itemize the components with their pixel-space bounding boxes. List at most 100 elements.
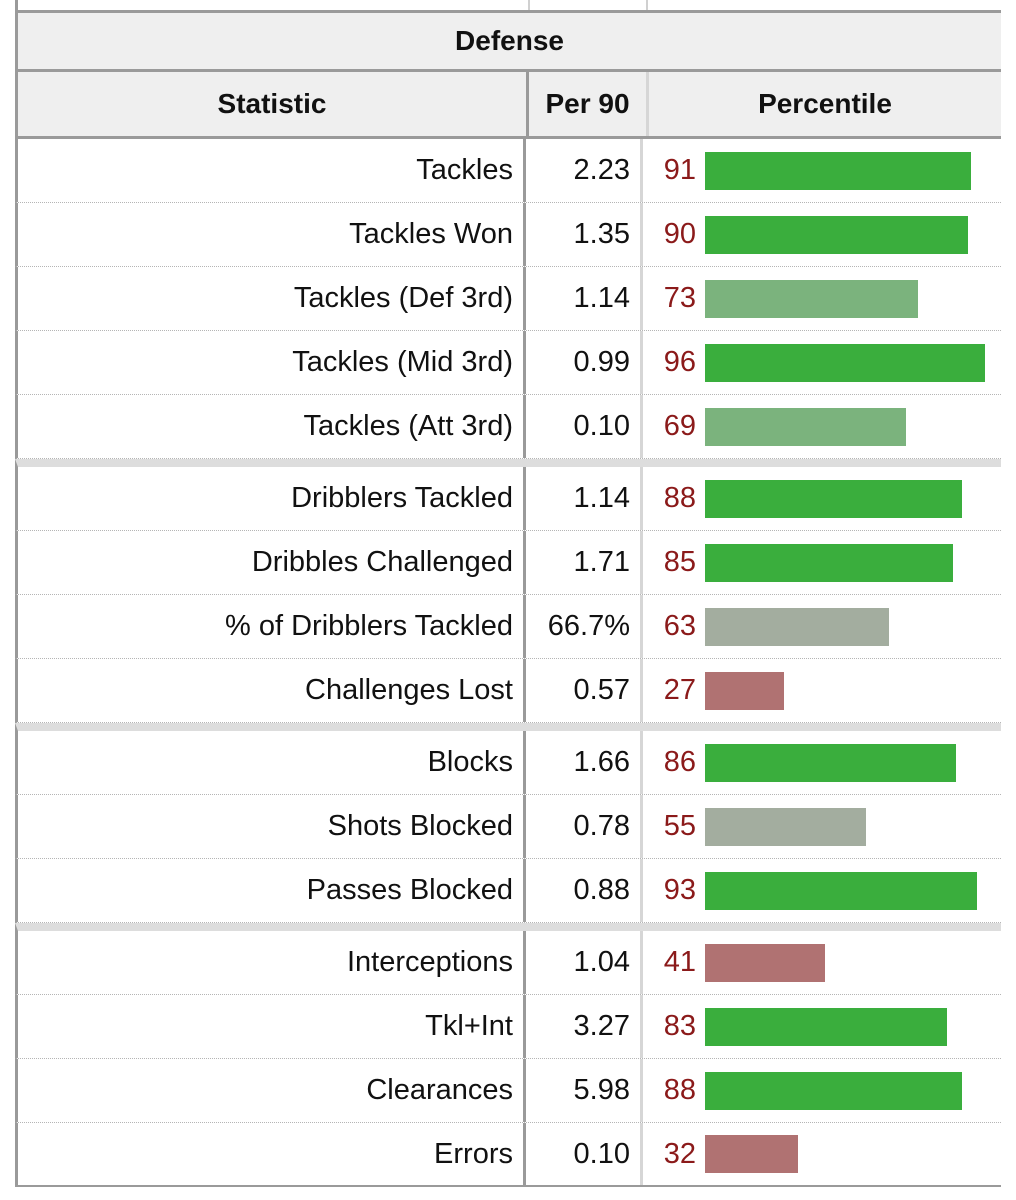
- statistic-label: Tackles (Att 3rd): [18, 395, 526, 458]
- percentile-bar: [705, 479, 962, 518]
- table-row: % of Dribblers Tackled 66.7% 63: [15, 595, 1001, 659]
- previous-table-edge: [15, 0, 1001, 10]
- per90-value: 0.10: [526, 1123, 643, 1185]
- statistic-label: Tackles Won: [18, 203, 526, 266]
- percentile-cell: 41: [643, 931, 1001, 994]
- percentile-value: 88: [663, 1074, 696, 1106]
- statistic-label: Tackles (Mid 3rd): [18, 331, 526, 394]
- stats-table: Defense Statistic Per 90 Percentile Tack…: [15, 0, 1001, 1187]
- percentile-cell: 85: [643, 531, 1001, 594]
- percentile-bar: [705, 1135, 798, 1173]
- statistic-label: Challenges Lost: [18, 659, 526, 722]
- table-row: Blocks 1.66 86: [15, 723, 1001, 795]
- table-row: Shots Blocked 0.78 55: [15, 795, 1001, 859]
- statistic-label: Dribblers Tackled: [18, 467, 526, 530]
- percentile-cell: 93: [643, 859, 1001, 922]
- statistic-label: % of Dribblers Tackled: [18, 595, 526, 658]
- percentile-value: 32: [663, 1137, 696, 1170]
- statistic-label: Shots Blocked: [18, 795, 526, 858]
- percentile-value: 41: [663, 946, 696, 978]
- per90-value: 1.04: [526, 931, 643, 994]
- percentile-value: 93: [663, 874, 696, 906]
- percentile-bar: [705, 343, 985, 382]
- per90-value: 0.10: [526, 395, 643, 458]
- per90-value: 1.14: [526, 267, 643, 330]
- statistic-label: Errors: [18, 1123, 526, 1185]
- percentile-cell: 55: [643, 795, 1001, 858]
- column-divider: [646, 0, 648, 10]
- percentile-bar: [705, 215, 968, 254]
- table-row: Challenges Lost 0.57 27: [15, 659, 1001, 723]
- statistic-label: Passes Blocked: [18, 859, 526, 922]
- percentile-bar: [705, 671, 784, 710]
- per90-value: 66.7%: [526, 595, 643, 658]
- percentile-bar: [705, 607, 889, 646]
- percentile-cell: 73: [643, 267, 1001, 330]
- percentile-cell: 27: [643, 659, 1001, 722]
- table-header: Statistic Per 90 Percentile: [15, 72, 1001, 139]
- percentile-cell: 88: [643, 1059, 1001, 1122]
- statistic-label: Clearances: [18, 1059, 526, 1122]
- percentile-bar: [705, 743, 956, 782]
- header-statistic[interactable]: Statistic: [18, 72, 529, 136]
- table-row: Tackles (Att 3rd) 0.10 69: [15, 395, 1001, 459]
- table-row: Tkl+Int 3.27 83: [15, 995, 1001, 1059]
- percentile-value: 63: [663, 610, 696, 642]
- section-title: Defense: [15, 10, 1001, 72]
- percentile-value: 91: [663, 154, 696, 186]
- table-row: Clearances 5.98 88: [15, 1059, 1001, 1123]
- per90-value: 0.88: [526, 859, 643, 922]
- percentile-bar: [705, 807, 866, 846]
- percentile-cell: 32: [643, 1123, 1001, 1185]
- percentile-bar: [705, 151, 971, 190]
- header-percentile[interactable]: Percentile: [758, 88, 892, 119]
- percentile-cell: 88: [643, 467, 1001, 530]
- percentile-value: 55: [663, 810, 696, 842]
- statistic-label: Tackles (Def 3rd): [18, 267, 526, 330]
- per90-value: 0.78: [526, 795, 643, 858]
- per90-value: 1.14: [526, 467, 643, 530]
- per90-value: 3.27: [526, 995, 643, 1058]
- statistic-label: Tackles: [18, 139, 526, 202]
- table-row: Tackles (Def 3rd) 1.14 73: [15, 267, 1001, 331]
- per90-value: 1.71: [526, 531, 643, 594]
- per90-value: 1.35: [526, 203, 643, 266]
- percentile-cell: 86: [643, 731, 1001, 794]
- percentile-value: 90: [663, 218, 696, 250]
- percentile-bar: [705, 871, 977, 910]
- statistic-label: Dribbles Challenged: [18, 531, 526, 594]
- percentile-cell: 83: [643, 995, 1001, 1058]
- table-row: Interceptions 1.04 41: [15, 923, 1001, 995]
- statistic-label: Blocks: [18, 731, 526, 794]
- per90-value: 2.23: [526, 139, 643, 202]
- percentile-bar: [705, 1007, 947, 1046]
- percentile-cell: 91: [643, 139, 1001, 202]
- table-row: Dribblers Tackled 1.14 88: [15, 459, 1001, 531]
- statistic-label: Interceptions: [18, 931, 526, 994]
- percentile-value: 85: [663, 546, 696, 578]
- table-row: Tackles 2.23 91: [15, 139, 1001, 203]
- percentile-value: 96: [663, 346, 696, 378]
- percentile-bar: [705, 279, 918, 318]
- percentile-value: 73: [663, 282, 696, 314]
- percentile-value: 88: [663, 482, 696, 514]
- percentile-cell: 96: [643, 331, 1001, 394]
- table-body: Tackles 2.23 91 Tackles Won 1.35 90 Tackles (D…: [15, 139, 1001, 1187]
- per90-value: 5.98: [526, 1059, 643, 1122]
- table-row: Dribbles Challenged 1.71 85: [15, 531, 1001, 595]
- percentile-cell: 69: [643, 395, 1001, 458]
- per90-value: 1.66: [526, 731, 643, 794]
- per90-value: 0.99: [526, 331, 643, 394]
- percentile-bar: [705, 543, 953, 582]
- table-row: Errors 0.10 32: [15, 1123, 1001, 1187]
- percentile-bar: [705, 943, 825, 982]
- percentile-cell: 63: [643, 595, 1001, 658]
- percentile-value: 86: [663, 746, 696, 778]
- percentile-value: 83: [663, 1010, 696, 1042]
- percentile-value: 27: [663, 674, 696, 706]
- table-row: Tackles (Mid 3rd) 0.99 96: [15, 331, 1001, 395]
- statistic-label: Tkl+Int: [18, 995, 526, 1058]
- table-row: Tackles Won 1.35 90: [15, 203, 1001, 267]
- percentile-value: 69: [663, 410, 696, 442]
- header-per90[interactable]: Per 90: [529, 72, 649, 136]
